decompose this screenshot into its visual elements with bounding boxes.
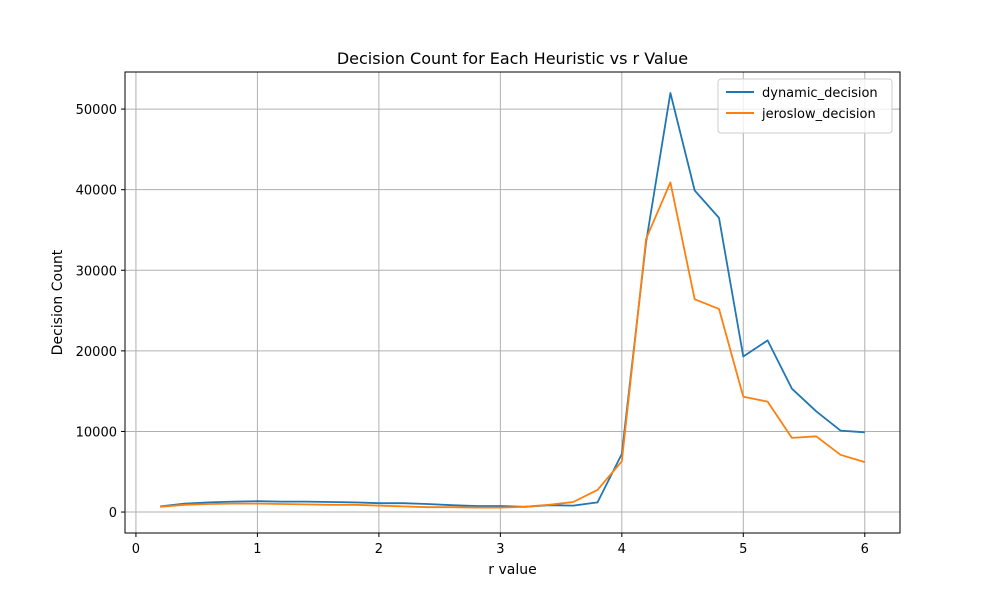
x-tick-label: 2 [375, 542, 383, 557]
x-tick-label: 1 [253, 542, 261, 557]
x-tick-label: 0 [132, 542, 140, 557]
x-tick-label: 5 [739, 542, 747, 557]
x-tick-label: 3 [496, 542, 504, 557]
y-tick-label: 0 [109, 506, 117, 521]
y-tick-label: 40000 [76, 184, 117, 199]
series-lines [160, 92, 866, 509]
x-axis-label: r value [488, 562, 536, 578]
plot-area-frame [124, 71, 901, 534]
legend: dynamic_decision jeroslow_decision [717, 78, 893, 134]
legend-label: dynamic_decision [762, 86, 878, 101]
x-tick-label: 6 [861, 542, 869, 557]
grid [125, 72, 900, 533]
axis-ticks: 0 1 2 3 4 5 6 0 10000 20000 30000 40000 50000 [76, 103, 869, 557]
y-tick-label: 10000 [76, 425, 117, 440]
chart-title: Decision Count for Each Heuristic vs r V… [337, 49, 688, 68]
legend-box [717, 78, 893, 134]
y-axis-label: Decision Count [50, 249, 66, 355]
y-tick-label: 20000 [76, 345, 117, 360]
series-line-jeroslow-decision [160, 181, 866, 509]
y-tick-label: 30000 [76, 264, 117, 279]
x-tick-label: 4 [618, 542, 626, 557]
legend-label: jeroslow_decision [761, 107, 876, 122]
y-tick-label: 50000 [76, 103, 117, 118]
